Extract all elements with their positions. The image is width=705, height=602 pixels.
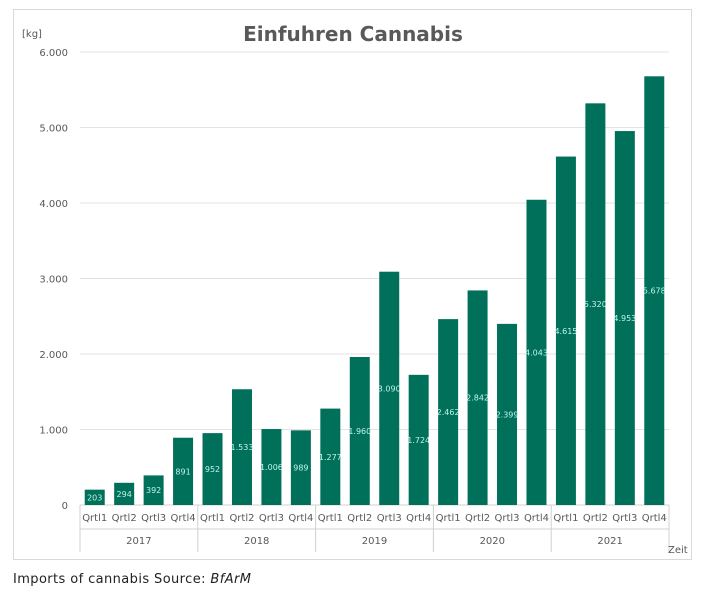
data-label: 1.277 (319, 453, 342, 462)
x-tick-label: Qrtl2 (229, 513, 254, 524)
y-axis-label: [kg] (22, 29, 42, 40)
bar (379, 271, 400, 505)
x-tick-label: Qrtl2 (347, 513, 372, 524)
bar (202, 433, 223, 505)
bar (526, 199, 547, 506)
bar (290, 430, 311, 505)
data-label: 2.399 (496, 410, 519, 419)
y-tick-label: 3.000 (39, 275, 68, 286)
data-label: 1.533 (231, 443, 254, 452)
y-tick-label: 5.000 (39, 124, 68, 135)
x-tick-label: Qrtl4 (288, 513, 313, 524)
x-axis-label: Zeit (668, 545, 688, 556)
x-tick-label: Qrtl3 (612, 513, 637, 524)
bar (614, 131, 635, 505)
year-label: 2019 (362, 536, 387, 547)
bar (349, 357, 370, 505)
chart-frame: Einfuhren Cannabis [kg] 0 1.000 2.000 3.000 4.… (13, 9, 692, 560)
y-tick-label: 0 (62, 501, 68, 512)
chart-svg: Einfuhren Cannabis [kg] 0 1.000 2.000 3.000 4.… (22, 22, 688, 556)
x-tick-label: Qrtl4 (406, 513, 431, 524)
bar (143, 475, 164, 505)
data-label: 203 (87, 493, 102, 502)
data-label: 5.678 (643, 287, 666, 296)
bar (408, 374, 429, 505)
y-tick-label: 6.000 (39, 48, 68, 59)
bar (261, 429, 282, 505)
x-tick-label: Qrtl4 (642, 513, 667, 524)
data-label: 294 (117, 490, 132, 499)
bar (114, 482, 135, 505)
data-label: 2.462 (437, 408, 460, 417)
x-tick-label: Qrtl1 (553, 513, 578, 524)
year-label: 2018 (244, 536, 269, 547)
year-label: 2017 (126, 536, 151, 547)
bar (644, 76, 665, 505)
bar (320, 408, 341, 505)
data-label: 989 (293, 464, 308, 473)
caption-text: Imports of cannabis Source: (13, 572, 206, 587)
bar (438, 319, 459, 505)
data-label: 891 (175, 467, 190, 476)
y-tick-label: 2.000 (39, 350, 68, 361)
y-tick-label: 1.000 (39, 426, 68, 437)
x-tick-label: Qrtl2 (583, 513, 608, 524)
x-tick-label: Qrtl1 (82, 513, 107, 524)
data-label: 392 (146, 486, 161, 495)
bar (497, 323, 518, 505)
data-label: 5.320 (584, 300, 607, 309)
x-tick-label: Qrtl3 (141, 513, 166, 524)
x-tick-label: Qrtl4 (524, 513, 549, 524)
chart-title: Einfuhren Cannabis (243, 22, 463, 46)
data-label: 3.090 (378, 384, 401, 393)
x-tick-label: Qrtl1 (200, 513, 225, 524)
x-tick-label: Qrtl3 (259, 513, 284, 524)
data-label: 2.842 (466, 394, 489, 403)
data-label: 1.724 (407, 436, 430, 445)
y-tick-label: 4.000 (39, 199, 68, 210)
x-tick-label: Qrtl2 (112, 513, 137, 524)
data-label: 4.953 (613, 314, 636, 323)
year-label: 2021 (597, 536, 622, 547)
year-label: 2020 (480, 536, 505, 547)
data-label: 4.043 (525, 348, 548, 357)
x-tick-label: Qrtl1 (318, 513, 343, 524)
bar (173, 437, 194, 505)
figure-caption: Imports of cannabis Source: BfArM (13, 572, 251, 587)
data-label: 1.006 (260, 463, 283, 472)
data-label: 4.615 (554, 327, 577, 336)
caption-source: BfArM (210, 572, 252, 587)
bar (84, 489, 105, 505)
data-label: 952 (205, 465, 220, 474)
bar (585, 103, 606, 505)
x-tick-label: Qrtl3 (495, 513, 520, 524)
bar (231, 389, 252, 505)
bar (467, 290, 488, 505)
data-label: 1.960 (348, 427, 371, 436)
bar (555, 156, 576, 505)
x-tick-label: Qrtl4 (171, 513, 196, 524)
x-tick-label: Qrtl2 (465, 513, 490, 524)
x-tick-label: Qrtl1 (436, 513, 461, 524)
x-tick-label: Qrtl3 (377, 513, 402, 524)
